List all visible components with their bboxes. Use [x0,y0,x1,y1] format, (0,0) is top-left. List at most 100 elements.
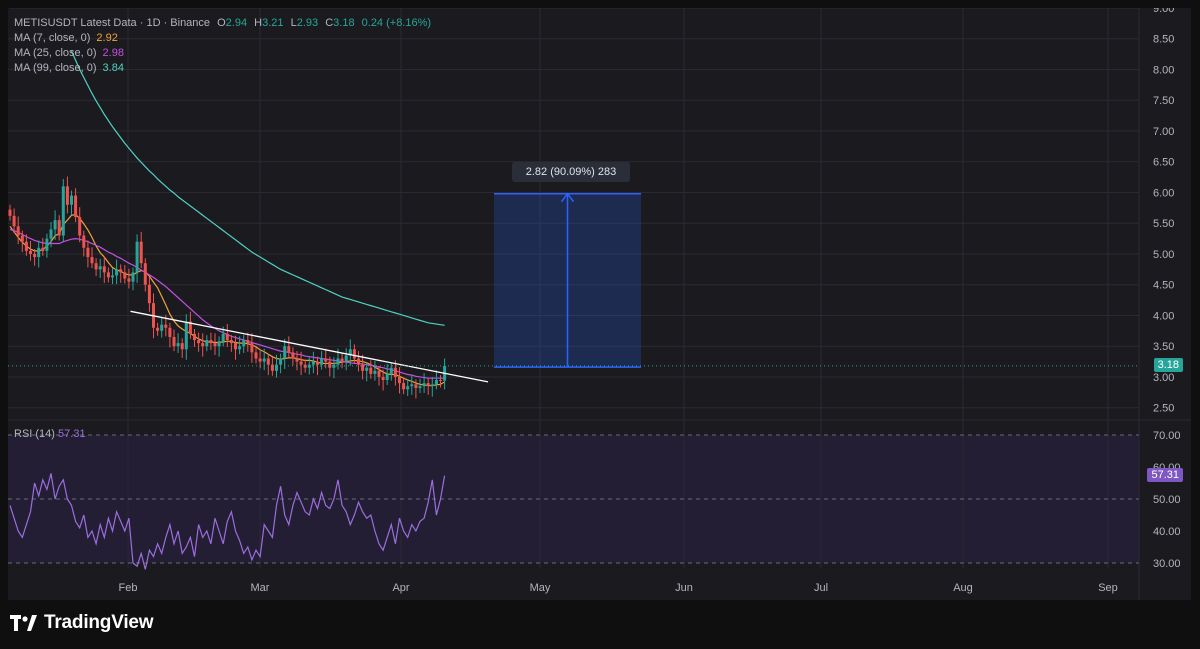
rsi-value: 57.31 [58,428,86,440]
candle [279,358,283,365]
candle [135,241,139,273]
candle [143,263,147,285]
candle [131,272,135,282]
chart-panel[interactable]: Feb Mar Apr May Jun Jul Aug Sep 2.50 3.00 3.50 4.00… [8,8,1191,600]
candle [94,263,98,270]
ma99-legend[interactable]: MA (99, close, 0) 3.84 [14,61,431,76]
chart-legend: METISUSDT Latest Data · 1D · Binance O2.… [14,16,431,76]
ma7-value: 2.92 [96,32,118,44]
candle [176,343,180,347]
candle [410,384,414,387]
candle [70,195,73,205]
candle [8,209,12,216]
y-tick-label: 5.50 [1153,218,1174,230]
candle [16,226,20,236]
rsi-legend[interactable]: RSI (14) 57.31 [14,428,86,440]
candle [291,352,295,359]
candle [49,229,53,239]
candle [311,361,315,365]
candle [434,380,438,385]
x-tick-label: Apr [392,582,409,594]
current-price-tag: 3.18 [1153,357,1183,372]
candle [45,238,49,251]
candle [221,333,225,342]
candle [373,370,377,374]
tradingview-logo-icon [10,615,37,631]
measure-label: 2.82 (90.09%) 283 [512,162,630,182]
tradingview-brand[interactable]: TradingView [44,612,154,633]
candle [168,327,172,337]
footer: TradingView [10,611,154,635]
candle [111,275,114,278]
candle [90,257,94,264]
x-tick-label: Aug [953,582,973,594]
candle [254,352,258,359]
candle [295,358,299,362]
candle [320,358,324,365]
y-tick-label: 6.50 [1153,157,1174,169]
candle [324,358,328,362]
candle [381,376,385,381]
candle [328,361,332,368]
candle [164,324,168,328]
ma99-value: 3.84 [102,62,124,74]
low-value: 2.93 [296,17,319,29]
candle [316,361,319,365]
candle [270,364,274,371]
candle [422,383,426,387]
candle [439,380,442,382]
candle [33,253,37,258]
candle [234,343,237,350]
candle [426,383,430,387]
rsi-label: RSI (14) [14,428,55,440]
y-tick-label: 2.50 [1153,403,1174,415]
trendline[interactable] [130,310,489,383]
candle [299,361,303,365]
ma25-value: 2.98 [102,47,124,59]
y-tick-label: 4.00 [1153,310,1174,322]
x-tick-label: Jun [675,582,693,594]
x-tick-label: Mar [251,582,270,594]
candle [398,376,401,384]
candle [57,220,61,236]
candle [61,186,65,236]
candle [406,386,410,390]
symbol-label[interactable]: METISUSDT Latest Data · 1D · Binance [14,17,211,29]
ma7-label: MA (7, close, 0) [14,32,91,44]
candle [283,346,287,359]
candle [262,358,266,362]
candle [217,341,221,347]
candle [115,269,119,276]
candle [53,220,57,230]
change-value: 0.24 (+8.16%) [361,17,432,29]
ma99-label: MA (99, close, 0) [14,62,97,74]
ma25-legend[interactable]: MA (25, close, 0) 2.98 [14,46,431,61]
chart-canvas[interactable]: Feb Mar Apr May Jun Jul Aug Sep 2.50 3.00 3.50 4.00… [8,8,1191,600]
candle [12,215,16,227]
ohlc-row: METISUSDT Latest Data · 1D · Binance O2.… [14,16,431,31]
y-tick-label: 8.00 [1153,64,1174,76]
candle [275,364,278,371]
x-tick-label: Feb [119,582,138,594]
candle [139,241,143,264]
candle [225,333,229,341]
high-value: 3.21 [262,17,284,29]
candle [98,266,102,270]
x-tick-label: Sep [1098,582,1118,594]
rsi-line [9,473,446,570]
candle [65,186,69,205]
candle [266,358,270,365]
rsi-tick-label: 40.00 [1153,526,1181,538]
candle [352,349,356,359]
ma7-legend[interactable]: MA (7, close, 0) 2.92 [14,31,431,46]
candle [180,343,184,350]
candle [369,367,373,374]
candle [188,321,192,334]
candle [365,367,369,371]
current-rsi-tag: 57.31 [1147,467,1183,482]
candle [258,358,262,362]
candle [86,247,90,258]
candle [340,358,344,362]
y-tick-label: 3.50 [1153,341,1174,353]
candle [418,386,422,389]
